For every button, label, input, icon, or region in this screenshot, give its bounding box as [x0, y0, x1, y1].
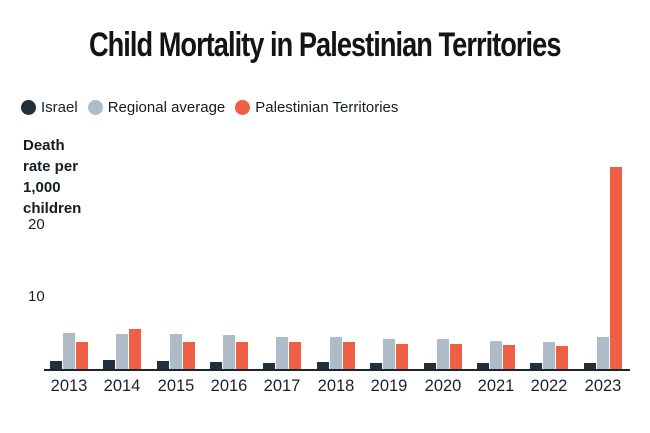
legend-item-regional-average: Regional average: [87, 99, 226, 116]
bar-israel-2014: [103, 360, 115, 369]
bar-israel-2018: [317, 362, 329, 369]
bar-regional-average-2021: [490, 341, 502, 369]
bar-palestinian-territories-2015: [183, 342, 195, 369]
legend-item-israel: Israel: [21, 99, 78, 116]
chart-title-text: Child Mortality in Palestinian Territori…: [89, 26, 562, 64]
bar-palestinian-territories-2019: [396, 344, 408, 369]
x-axis-label-2022: 2022: [530, 377, 568, 395]
legend-dot-palestinian-territories: [235, 100, 251, 115]
bar-palestinian-territories-2020: [450, 344, 462, 369]
legend-dot-israel: [21, 100, 36, 115]
bar-palestinian-territories-2021: [503, 345, 515, 369]
x-axis-label-2013: 2013: [50, 377, 88, 395]
legend-dot-regional-average: [87, 100, 103, 115]
y-axis-title: Death rate per 1,000 children: [23, 137, 82, 217]
bar-israel-2015: [157, 361, 169, 369]
legend-item-palestinian-territories: Palestinian Territories: [235, 99, 398, 116]
bar-regional-average-2014: [116, 334, 128, 369]
bar-regional-average-2023: [597, 337, 609, 369]
y-tick-label: 20: [28, 216, 45, 233]
x-axis-label-2017: 2017: [263, 377, 301, 395]
legend-label: Regional average: [107, 99, 226, 116]
bar-israel-2016: [210, 362, 222, 369]
bar-regional-average-2017: [276, 337, 288, 369]
x-axis-label-2019: 2019: [370, 377, 408, 395]
bar-regional-average-2019: [383, 339, 395, 369]
bar-regional-average-2015: [170, 334, 182, 369]
bar-israel-2020: [424, 363, 436, 369]
x-axis-label-2018: 2018: [317, 377, 355, 395]
bar-palestinian-territories-2016: [236, 342, 248, 369]
bar-israel-2023: [584, 363, 596, 369]
bar-palestinian-territories-2018: [343, 342, 355, 369]
x-axis-label-2016: 2016: [210, 377, 248, 395]
bar-palestinian-territories-2014: [129, 329, 141, 369]
x-axis-label-2015: 2015: [157, 377, 195, 395]
bar-palestinian-territories-2017: [289, 342, 301, 369]
bar-palestinian-territories-2023: [610, 167, 622, 369]
legend-label: Palestinian Territories: [255, 99, 399, 116]
bar-regional-average-2013: [63, 333, 75, 369]
bar-israel-2013: [50, 361, 62, 369]
bar-regional-average-2018: [330, 337, 342, 369]
legend: Israel Regional average Palestinian Terr…: [21, 99, 398, 116]
bar-israel-2022: [530, 363, 542, 369]
bar-regional-average-2016: [223, 335, 235, 369]
x-axis-line: [44, 369, 630, 371]
x-axis-label-2014: 2014: [103, 377, 141, 395]
bar-palestinian-territories-2022: [556, 346, 568, 369]
bar-palestinian-territories-2013: [76, 342, 88, 369]
x-axis-label-2021: 2021: [477, 377, 515, 395]
y-tick-label: 10: [28, 288, 45, 305]
bar-regional-average-2022: [543, 342, 555, 369]
bar-israel-2019: [370, 363, 382, 369]
x-axis-label-2023: 2023: [584, 377, 622, 395]
chart-title: Child Mortality in Palestinian Territori…: [0, 26, 650, 65]
bar-regional-average-2020: [437, 339, 449, 369]
x-axis-label-2020: 2020: [424, 377, 462, 395]
bar-israel-2021: [477, 363, 489, 369]
legend-label: Israel: [41, 99, 78, 116]
bar-israel-2017: [263, 363, 275, 369]
